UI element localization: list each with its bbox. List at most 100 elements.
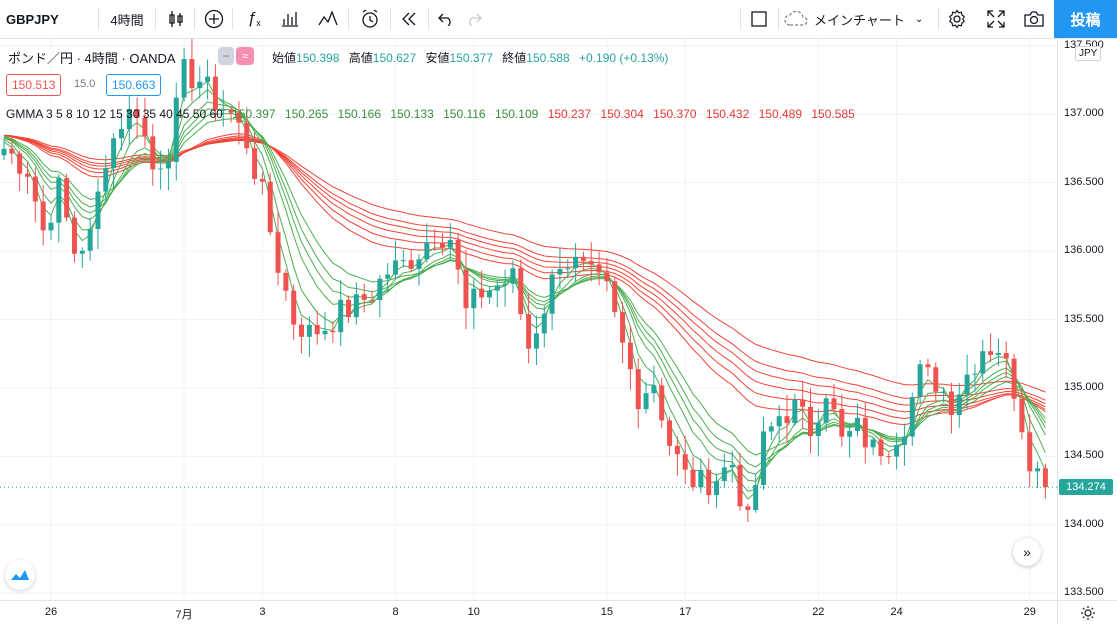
buy-price-button[interactable]: 150.663 bbox=[106, 74, 162, 96]
price-tick: 133.500 bbox=[1064, 586, 1104, 599]
indicators-icon[interactable] bbox=[312, 0, 344, 38]
candle-down bbox=[283, 272, 289, 291]
open-label: 始値 bbox=[272, 51, 297, 65]
candle-up bbox=[729, 464, 735, 468]
candle-down bbox=[259, 178, 265, 182]
price-tick: 135.500 bbox=[1064, 312, 1104, 325]
candle-up bbox=[643, 393, 649, 410]
sell-price-button[interactable]: 150.513 bbox=[6, 74, 62, 96]
candle-down bbox=[244, 122, 250, 149]
candle-down bbox=[228, 109, 234, 113]
candle-up bbox=[651, 385, 657, 394]
redo-icon[interactable] bbox=[460, 0, 488, 38]
candle-down bbox=[299, 324, 305, 337]
candle-up bbox=[894, 444, 900, 457]
currency-label[interactable]: JPY bbox=[1075, 46, 1102, 61]
toolbar-divider bbox=[232, 8, 233, 30]
high-label: 高値 bbox=[348, 51, 373, 65]
candle-up bbox=[447, 240, 453, 248]
candle-down bbox=[627, 342, 633, 370]
gmma-legend[interactable]: GMMA 3 5 8 10 12 15 30 35 40 45 50 60 15… bbox=[6, 107, 855, 121]
candle-up bbox=[854, 417, 860, 431]
time-tick: 29 bbox=[1023, 606, 1036, 618]
candle-up bbox=[549, 274, 555, 314]
symbol-legend-title[interactable]: ポンド／円 · 4時間 · OANDA bbox=[8, 51, 176, 66]
hide-legend-icon[interactable]: − bbox=[218, 47, 234, 65]
candle-down bbox=[839, 409, 845, 437]
candle-down bbox=[737, 464, 743, 507]
toolbar-divider bbox=[778, 8, 779, 30]
candle-down bbox=[71, 217, 77, 254]
gmma-label: GMMA 3 5 8 10 12 15 30 35 40 45 50 60 bbox=[6, 107, 223, 121]
expand-icon[interactable] bbox=[981, 0, 1011, 38]
candle-down bbox=[150, 136, 156, 170]
candle-down bbox=[988, 351, 994, 355]
settings-icon[interactable] bbox=[942, 0, 972, 38]
replay-icon[interactable] bbox=[394, 0, 424, 38]
post-button[interactable]: 投稿 bbox=[1054, 0, 1117, 38]
tradingview-logo-icon[interactable] bbox=[5, 560, 35, 590]
candle-up bbox=[510, 268, 516, 284]
spread-value: 15.0 bbox=[74, 78, 96, 90]
candle-up bbox=[792, 399, 798, 424]
candle-down bbox=[252, 148, 258, 179]
compare-icon[interactable] bbox=[274, 0, 306, 38]
candle-down bbox=[432, 242, 438, 244]
time-tick: 3 bbox=[259, 606, 266, 618]
candle-up bbox=[901, 436, 907, 445]
candle-down bbox=[463, 269, 469, 309]
time-scale[interactable]: 26 7月 3 8 10 15 17 22 24 29 bbox=[0, 600, 1057, 625]
alert-icon[interactable] bbox=[354, 0, 386, 38]
interval-button[interactable]: 4時間 bbox=[110, 12, 144, 28]
candle-up bbox=[126, 109, 132, 130]
candle-down bbox=[479, 288, 485, 298]
time-tick: 10 bbox=[467, 606, 480, 618]
candle-down bbox=[40, 201, 46, 231]
candle-up bbox=[385, 274, 391, 279]
candle-up bbox=[698, 469, 704, 488]
gmma-long-value: 150.489 bbox=[758, 107, 803, 121]
scale-settings-icon[interactable] bbox=[1057, 600, 1117, 625]
candle-down bbox=[807, 406, 813, 437]
candle-down bbox=[236, 112, 242, 123]
candle-down bbox=[604, 272, 610, 282]
toolbar-divider bbox=[155, 8, 156, 30]
symbol-search-button[interactable]: GBPJPY bbox=[6, 11, 59, 27]
undo-icon[interactable] bbox=[432, 0, 460, 38]
candle-up bbox=[353, 294, 359, 318]
chevron-down-icon: ⌄ bbox=[914, 13, 924, 25]
layout-select[interactable]: メインチャート ⌄ bbox=[784, 0, 934, 38]
toolbar-divider bbox=[348, 8, 349, 30]
candle-down bbox=[32, 176, 38, 202]
chart-canvas[interactable] bbox=[0, 39, 1057, 600]
scroll-to-realtime-button[interactable]: » bbox=[1013, 538, 1041, 566]
candle-down bbox=[142, 117, 148, 137]
candle-down bbox=[275, 232, 281, 273]
low-label: 安値 bbox=[425, 51, 450, 65]
add-indicator-icon[interactable] bbox=[198, 0, 230, 38]
candle-up bbox=[486, 290, 492, 298]
ohlc-legend: 始値150.398 高値150.627 安値150.377 終値150.588 … bbox=[272, 49, 674, 66]
wave-toggle-icon[interactable]: ≈ bbox=[236, 47, 254, 65]
candle-down bbox=[674, 445, 680, 455]
price-scale[interactable]: 137.500 137.000 136.500 136.000 135.500 135.0… bbox=[1057, 39, 1117, 600]
camera-icon[interactable] bbox=[1019, 0, 1049, 38]
fullscreen-box-icon[interactable] bbox=[746, 0, 772, 38]
gmma-long-value: 150.432 bbox=[705, 107, 750, 121]
candle-up bbox=[964, 374, 970, 395]
candle-down bbox=[17, 153, 23, 174]
gmma-short-lines bbox=[3, 80, 1046, 500]
toolbar-divider bbox=[740, 8, 741, 30]
candle-down bbox=[635, 369, 641, 410]
candle-down bbox=[580, 256, 586, 261]
candle-down bbox=[659, 385, 665, 421]
candles-icon[interactable] bbox=[160, 0, 192, 38]
candle-up bbox=[48, 222, 54, 231]
candle-down bbox=[682, 454, 688, 470]
chart-pane[interactable] bbox=[0, 39, 1057, 600]
gmma-long-value: 150.370 bbox=[653, 107, 697, 121]
candle-up bbox=[502, 283, 508, 286]
candle-up bbox=[573, 256, 579, 269]
price-tick: 137.000 bbox=[1064, 107, 1104, 120]
